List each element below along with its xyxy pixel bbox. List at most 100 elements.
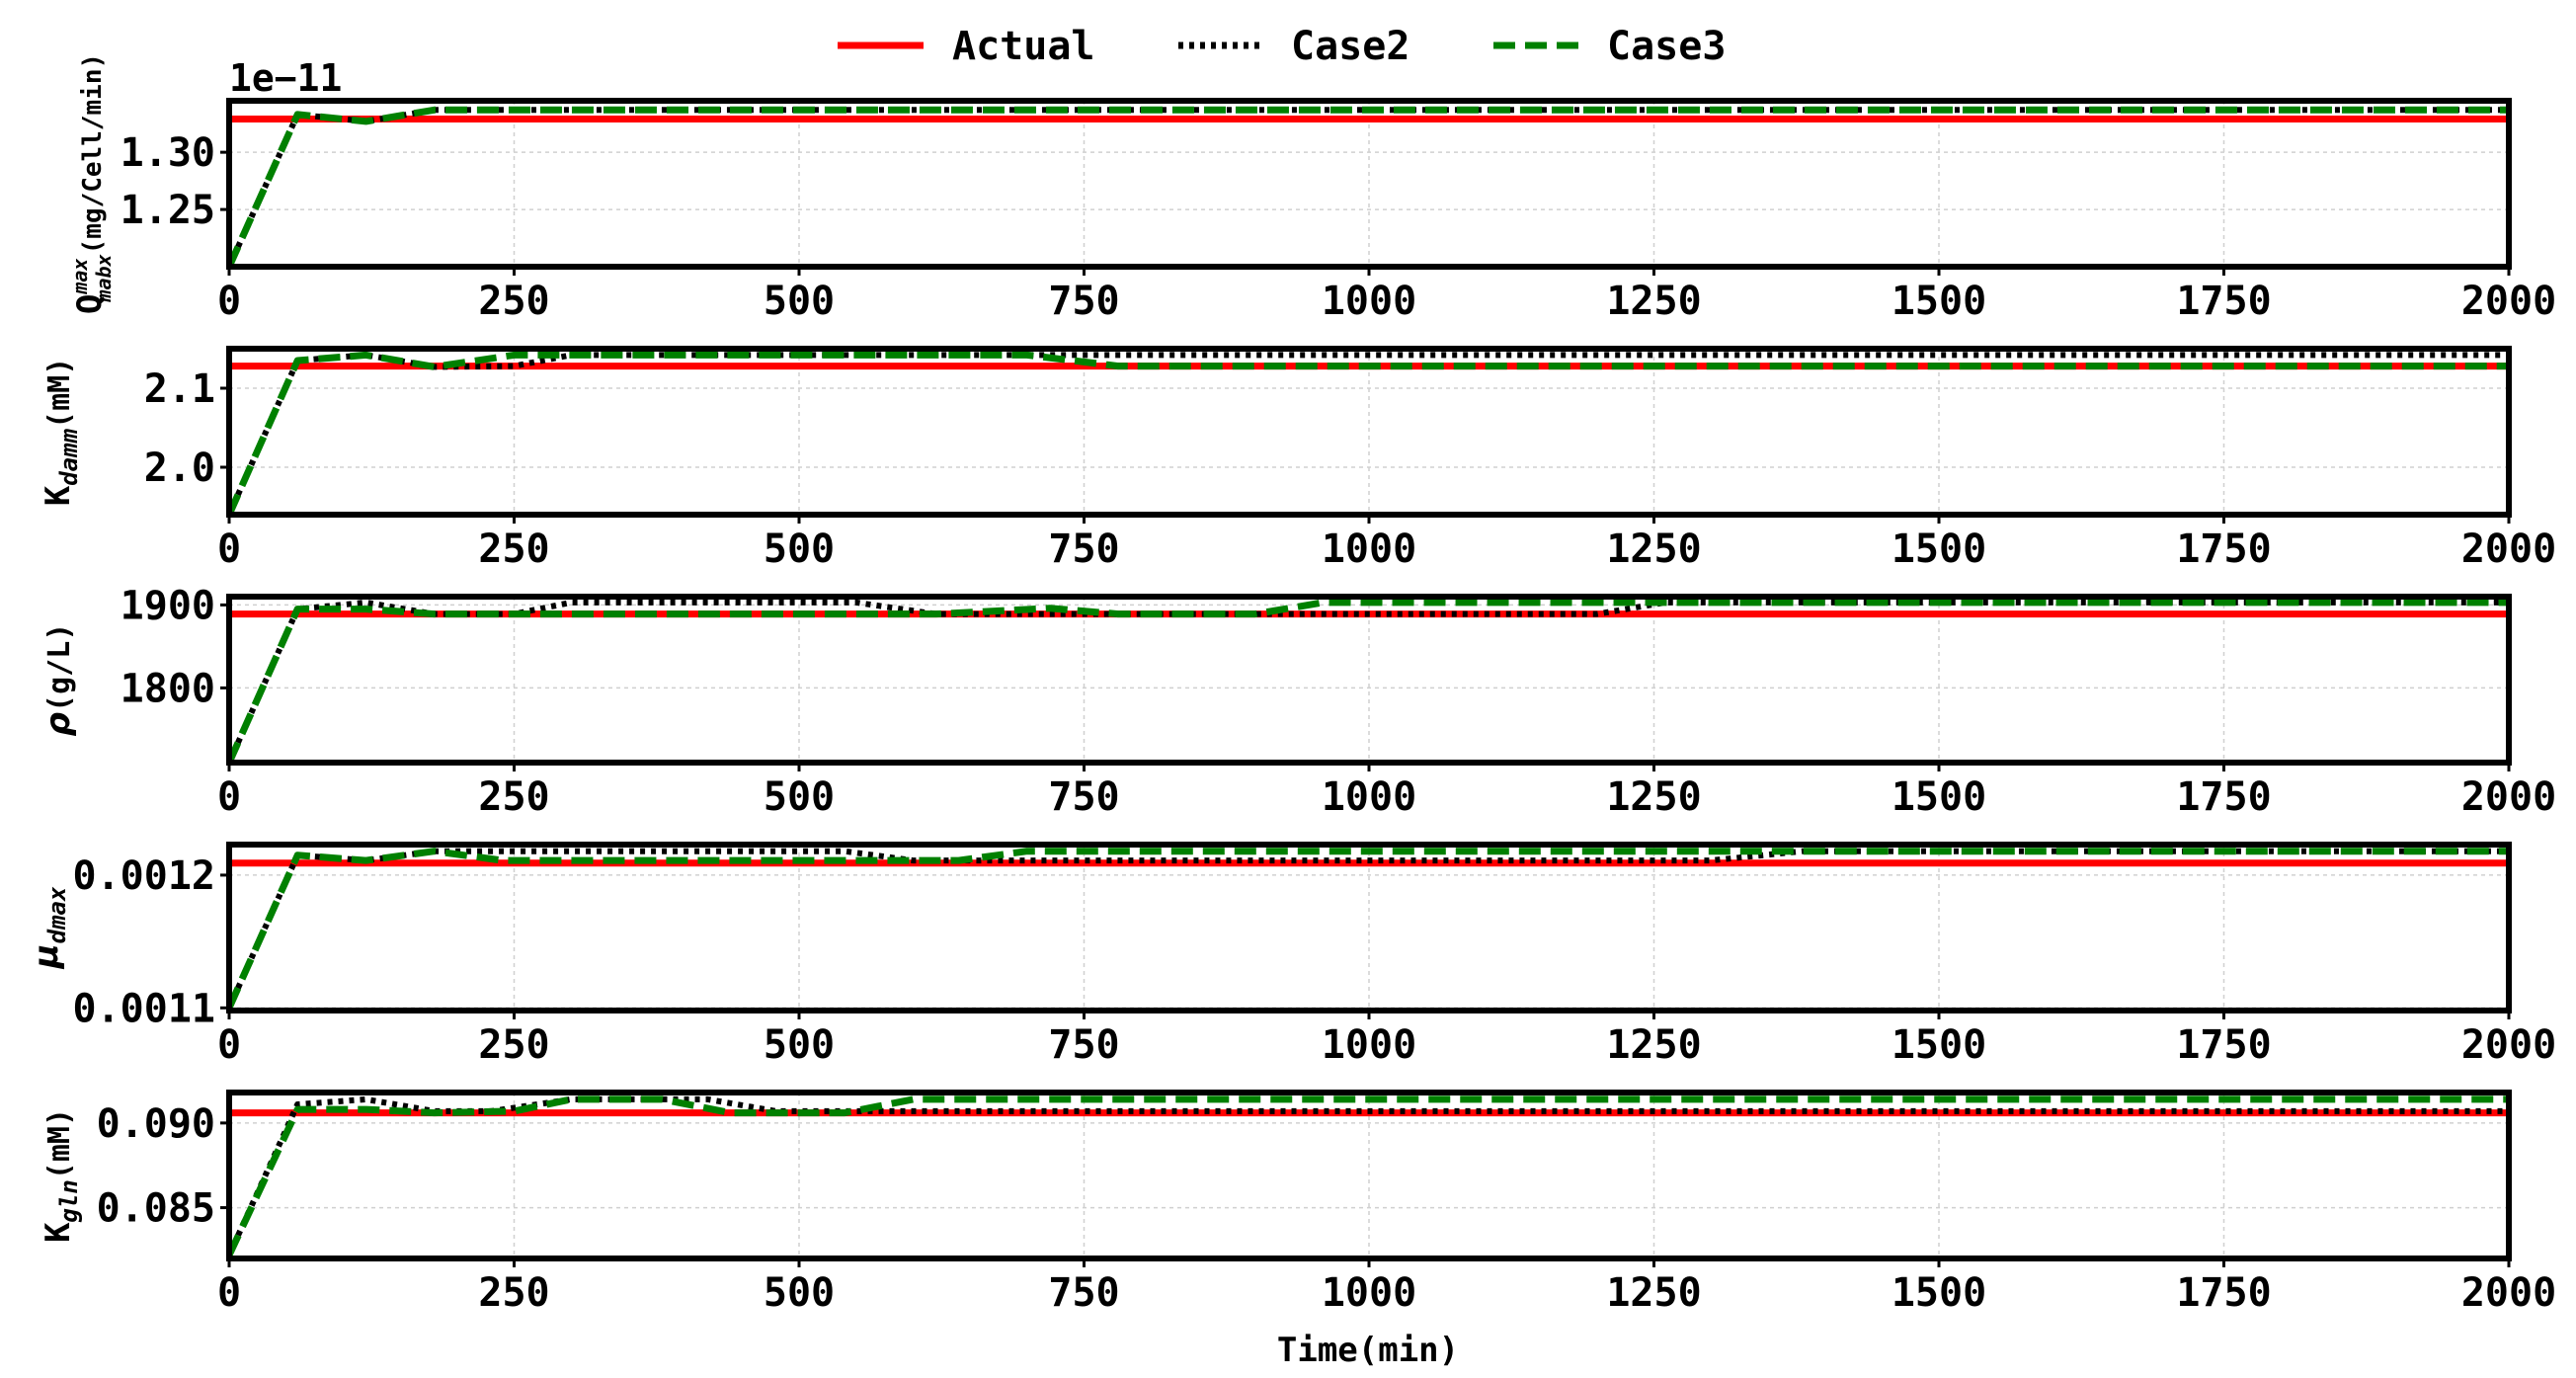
legend-label-case2: Case2	[1291, 24, 1409, 69]
x-tick-label: 1250	[1606, 774, 1701, 820]
x-tick-label: 1500	[1892, 1022, 1986, 1068]
y-label-main: K	[39, 1222, 78, 1243]
x-tick-label: 2000	[2461, 279, 2556, 324]
y-label-unit: (mM)	[42, 1108, 77, 1179]
x-tick-label: 0	[217, 1022, 241, 1068]
x-tick-label: 1250	[1606, 527, 1701, 572]
y-axis-label: Kdamm(mM)	[39, 358, 83, 507]
series-case3	[229, 351, 2509, 517]
y-tick-label: 1800	[121, 666, 215, 711]
panel-3: 0 250 500 750 1000 1250 1500 1750 2000 1800 1900 ρ(…	[39, 583, 2556, 820]
x-tick-label: 500	[764, 774, 835, 820]
x-tick-label: 0	[217, 1270, 241, 1316]
x-axis-label: Time(min)	[1277, 1331, 1459, 1370]
panel-1: 0 250 500 750 1000 1250 1500 1750 2000 1.25 1.30 1e…	[68, 53, 2556, 324]
y-tick-label: 1900	[121, 583, 215, 628]
panels: 0 250 500 750 1000 1250 1500 1750 2000 1.25 1.30 1e…	[27, 53, 2556, 1316]
series-case2	[229, 848, 2509, 1010]
series-case3	[229, 848, 2509, 1010]
x-tick-label: 250	[478, 1022, 549, 1068]
x-tick-label: 250	[478, 279, 549, 324]
x-tick-label: 750	[1048, 1270, 1119, 1316]
y-label-sub: gln	[55, 1179, 83, 1222]
x-tick-label: 1500	[1892, 774, 1986, 820]
y-tick-label: 1.25	[121, 188, 215, 233]
y-axis-label: ρ(g/L)	[39, 623, 78, 737]
series-case3	[229, 599, 2509, 765]
series-group	[229, 599, 2509, 765]
x-tick-label: 1750	[2176, 1270, 2271, 1316]
y-tick-label: 2.1	[144, 366, 215, 412]
y-label-unit: (g/L)	[42, 623, 77, 712]
x-tick-label: 2000	[2461, 774, 2556, 820]
legend-label-actual: Actual	[952, 24, 1095, 69]
y-tick-label: 0.0011	[73, 986, 216, 1031]
y-label-main: μ	[27, 943, 66, 969]
x-tick-label: 750	[1048, 774, 1119, 820]
x-tick-label: 250	[478, 527, 549, 572]
y-axis-label: Kgln(mM)	[39, 1108, 83, 1243]
legend: Actual Case2 Case3	[838, 24, 1726, 69]
series-group	[229, 351, 2509, 517]
x-tick-label: 0	[217, 527, 241, 572]
y-axis-label: Qmaxmabx(mg/Cell/min)	[68, 53, 116, 314]
panel-5: 0 250 500 750 1000 1250 1500 1750 2000 0.085 0.090…	[39, 1090, 2556, 1316]
x-tick-label: 1500	[1892, 527, 1986, 572]
x-tick-label: 1750	[2176, 279, 2271, 324]
x-tick-label: 2000	[2461, 1270, 2556, 1316]
x-tick-label: 1500	[1892, 279, 1986, 324]
series-case3	[229, 106, 2509, 269]
x-tick-label: 1750	[2176, 774, 2271, 820]
y-tick-label: 1.30	[121, 130, 215, 176]
panel-2: 0 250 500 750 1000 1250 1500 1750 2000 2.0 2.1 Kdam…	[39, 346, 2556, 572]
series-case2	[229, 352, 2509, 517]
y-offset-text: 1e−11	[229, 56, 342, 100]
x-tick-label: 1000	[1322, 774, 1416, 820]
x-tick-label: 750	[1048, 527, 1119, 572]
x-tick-label: 1250	[1606, 1270, 1701, 1316]
y-label-sub: damm	[55, 428, 83, 485]
x-tick-label: 250	[478, 774, 549, 820]
x-tick-label: 0	[217, 774, 241, 820]
x-tick-label: 1000	[1322, 527, 1416, 572]
x-tick-label: 500	[764, 279, 835, 324]
y-axis-label: μdmax	[27, 886, 71, 969]
x-tick-label: 1000	[1322, 1022, 1416, 1068]
series-case3	[229, 1095, 2509, 1257]
series-case2	[229, 599, 2509, 765]
x-tick-label: 500	[764, 1270, 835, 1316]
y-tick-label: 2.0	[144, 446, 215, 491]
y-tick-label: 0.090	[97, 1101, 215, 1147]
x-tick-label: 2000	[2461, 527, 2556, 572]
x-tick-label: 1000	[1322, 1270, 1416, 1316]
x-tick-label: 250	[478, 1270, 549, 1316]
y-label-unit: (mg/Cell/min)	[78, 53, 108, 255]
series-group	[229, 1095, 2509, 1257]
y-label-unit: (mM)	[42, 358, 77, 429]
x-tick-label: 500	[764, 527, 835, 572]
x-tick-label: 1750	[2176, 1022, 2271, 1068]
x-tick-label: 2000	[2461, 1022, 2556, 1068]
x-tick-label: 1750	[2176, 527, 2271, 572]
x-tick-label: 750	[1048, 279, 1119, 324]
series-group	[229, 848, 2509, 1010]
x-tick-label: 750	[1048, 1022, 1119, 1068]
y-tick-label: 0.085	[97, 1186, 215, 1232]
x-tick-label: 500	[764, 1022, 835, 1068]
y-tick-label: 0.0012	[73, 853, 216, 899]
legend-label-case3: Case3	[1607, 24, 1726, 69]
y-label-main: ρ	[39, 712, 78, 736]
x-tick-label: 1250	[1606, 279, 1701, 324]
panel-4: 0 250 500 750 1000 1250 1500 1750 2000 0.0011 0.00…	[27, 842, 2556, 1068]
x-tick-label: 1250	[1606, 1022, 1701, 1068]
x-tick-label: 1000	[1322, 279, 1416, 324]
x-tick-label: 0	[217, 279, 241, 324]
y-label-sub: dmax	[43, 886, 71, 943]
y-label-sup: max	[68, 259, 92, 295]
series-group	[229, 106, 2509, 269]
y-label-main: Q	[70, 294, 110, 314]
y-label-sub: mabx	[92, 254, 116, 302]
x-tick-label: 1500	[1892, 1270, 1986, 1316]
y-label-main: K	[39, 485, 78, 506]
